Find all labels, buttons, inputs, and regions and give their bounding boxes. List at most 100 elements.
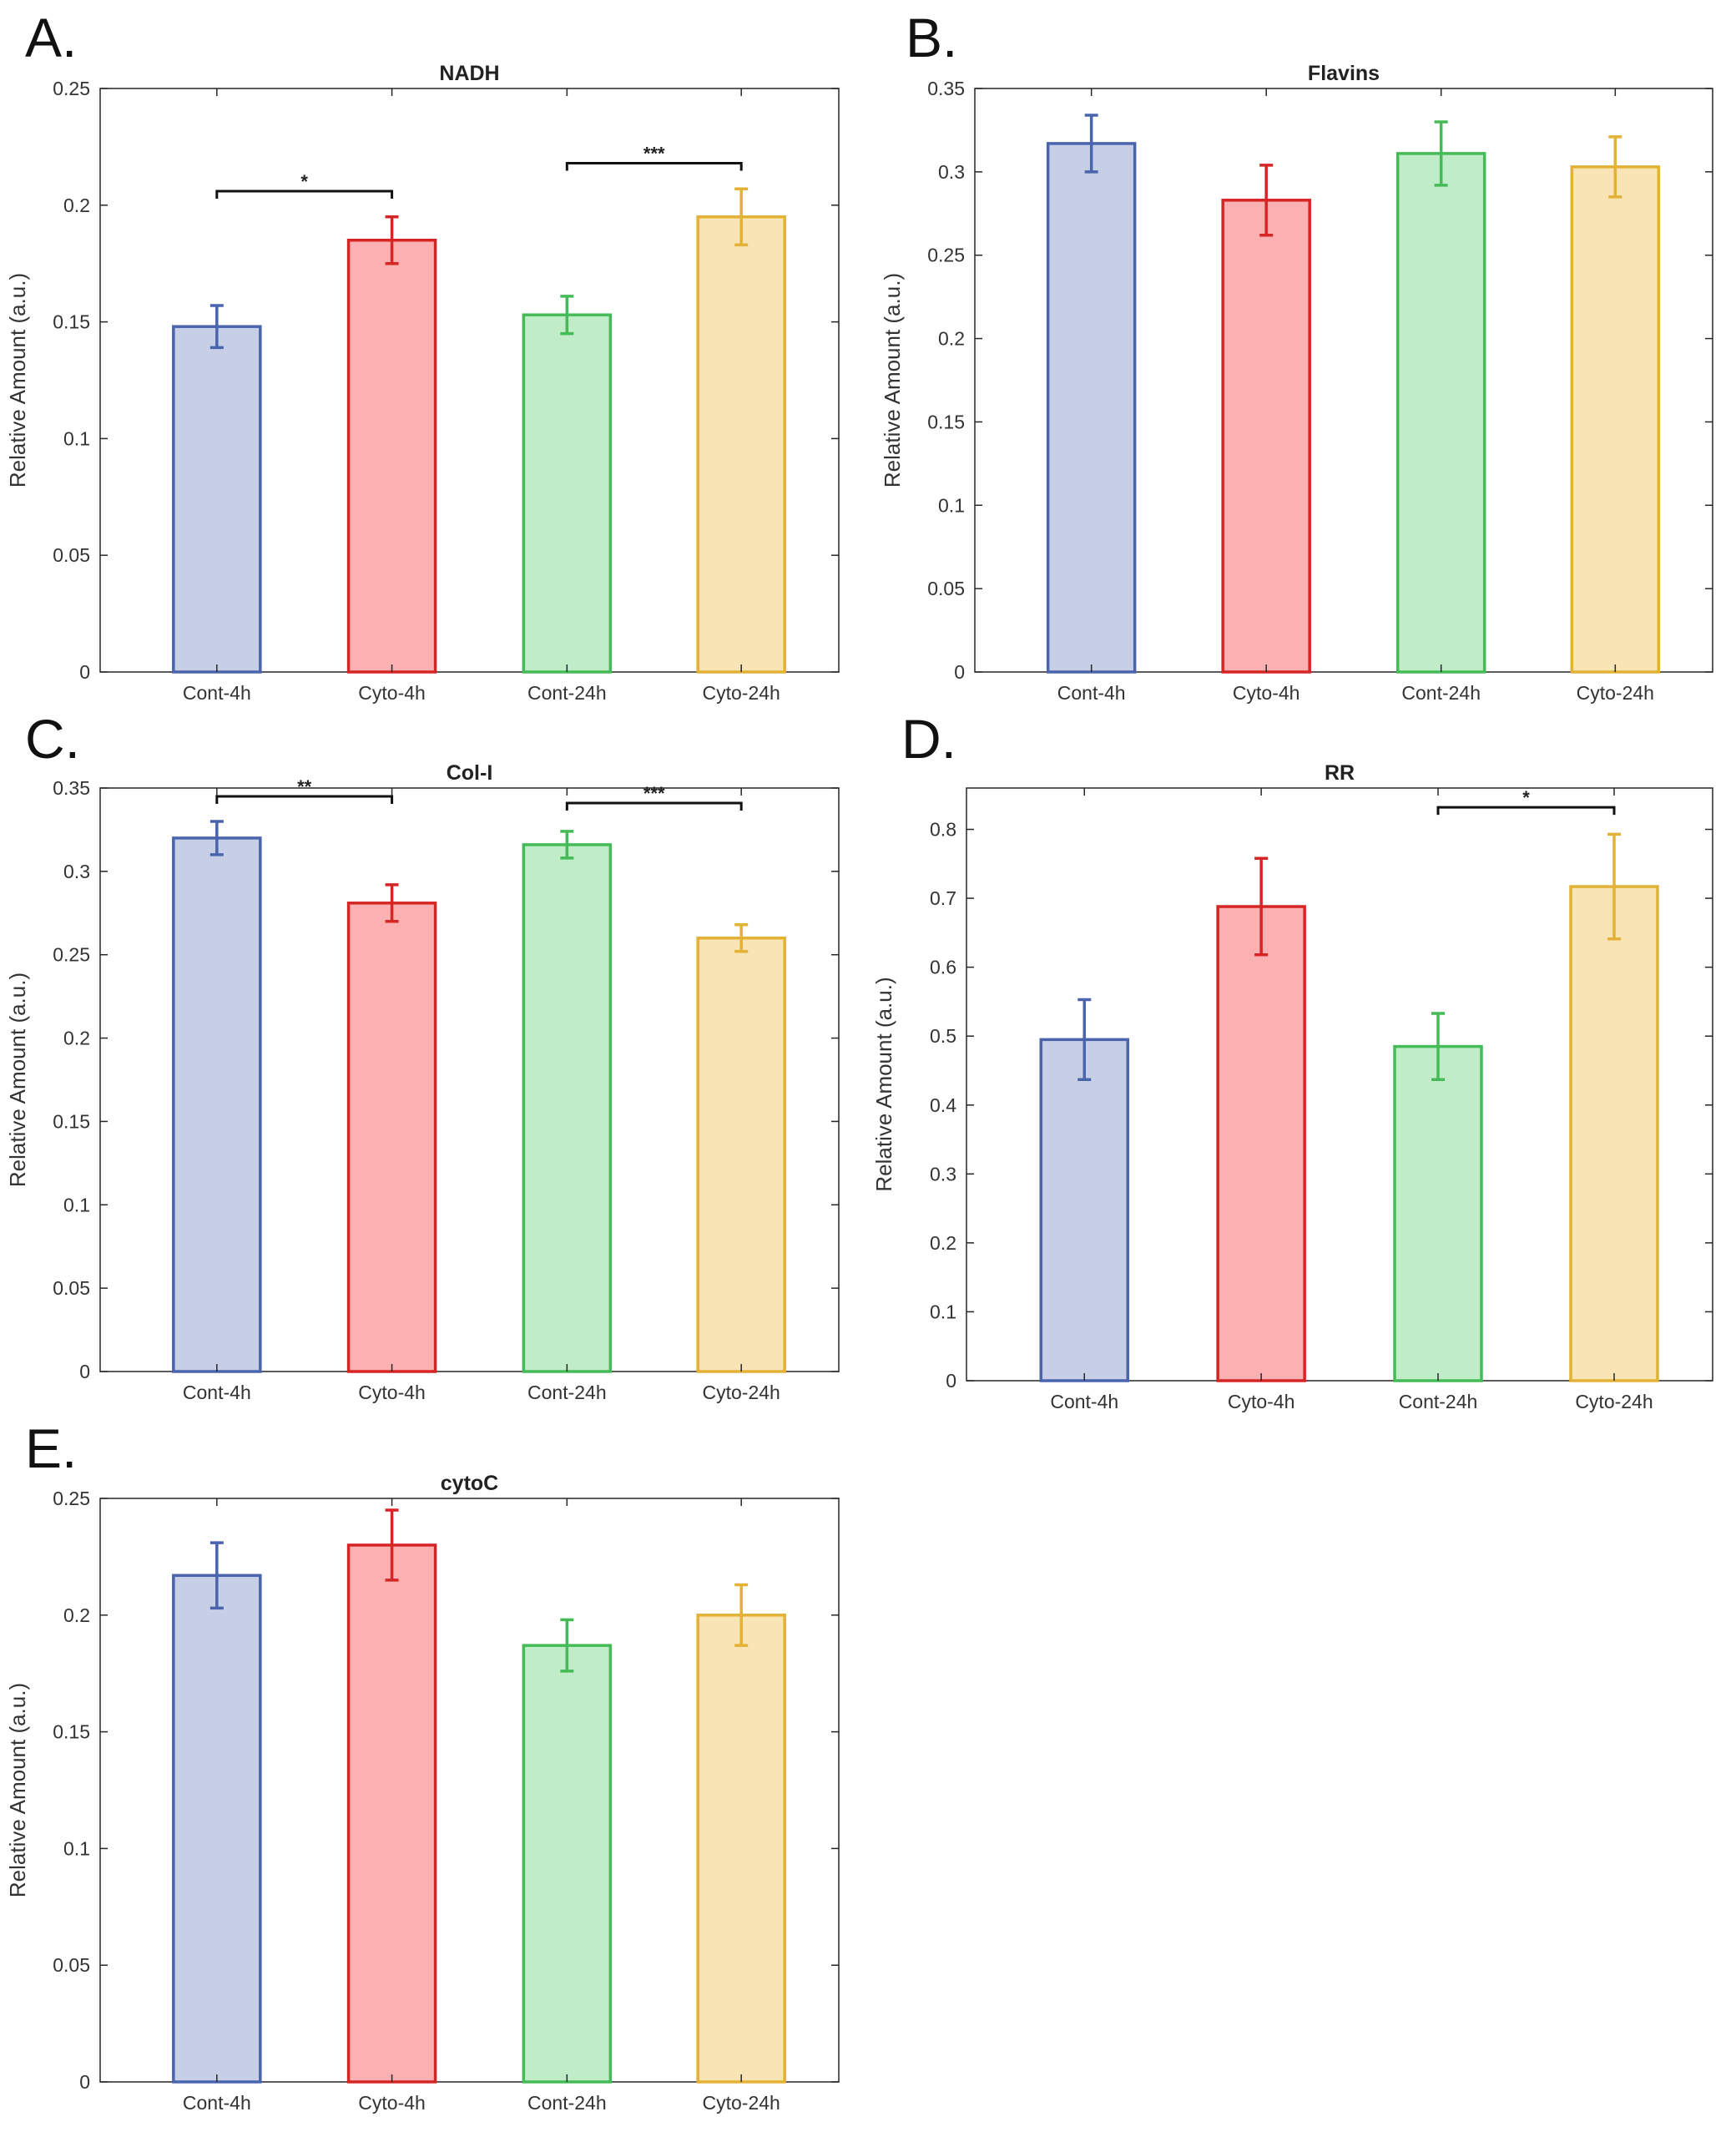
y-tick-label: 0 <box>946 1370 956 1392</box>
x-tick-label: Cyto-24h <box>1577 682 1654 704</box>
y-tick-label: 0.2 <box>930 1232 956 1254</box>
bar-cont-4h <box>1039 1038 1130 1382</box>
significance-label: * <box>300 171 308 192</box>
y-tick-label: 0.15 <box>53 1721 90 1743</box>
x-tick-label: Cont-4h <box>1050 1391 1118 1412</box>
y-tick-label: 0.1 <box>63 1194 90 1215</box>
axes-box <box>99 787 840 1372</box>
bar-cont-24h <box>522 313 613 674</box>
y-tick-label: 0.6 <box>930 957 956 978</box>
chart-title: Flavins <box>1308 62 1380 85</box>
x-tick-label: Cont-4h <box>183 682 251 704</box>
y-tick-label: 0.25 <box>53 78 90 99</box>
chart-panel-4: D. RR 0 0.1 0.2 0.3 0.4 0.5 0.6 0.7 0.8 Relative Am… <box>871 708 1713 1412</box>
x-tick-label: Cont-24h <box>527 1382 607 1403</box>
y-tick-label: 0.15 <box>927 411 965 432</box>
x-tick-label: Cyto-24h <box>703 1382 780 1403</box>
y-tick-label: 0.15 <box>53 311 90 333</box>
axes-box <box>966 787 1713 1382</box>
y-axis-label: Relative Amount (a.u.) <box>871 977 896 1191</box>
bar-cont-4h <box>172 1574 262 2084</box>
bar-cont-24h <box>1395 152 1486 674</box>
chart-title: RR <box>1325 761 1355 785</box>
panel-letter: D. <box>901 708 956 770</box>
panel-letter: C. <box>25 708 80 770</box>
y-tick-label: 0.35 <box>53 777 90 799</box>
significance-bracket <box>565 161 743 171</box>
y-tick-label: 0.2 <box>63 1604 90 1626</box>
x-tick-label: Cyto-4h <box>358 1382 426 1403</box>
bar-cyto-24h <box>696 215 786 674</box>
x-tick-label: Cont-4h <box>183 1382 251 1403</box>
chart-title: cytoC <box>441 1472 498 1495</box>
bar-cont-24h <box>1393 1044 1483 1382</box>
y-tick-label: 0.35 <box>927 78 965 99</box>
chart-title: NADH <box>439 62 499 85</box>
significance-bracket <box>215 795 394 804</box>
y-tick-label: 0.05 <box>53 1277 90 1299</box>
y-tick-label: 0.1 <box>63 427 90 449</box>
y-tick-label: 0.3 <box>930 1163 956 1185</box>
y-axis-label: Relative Amount (a.u.) <box>5 273 30 488</box>
y-tick-label: 0.3 <box>938 161 965 183</box>
x-tick-label: Cont-24h <box>1399 1391 1478 1412</box>
bar-cont-24h <box>522 843 613 1373</box>
bar-cyto-4h <box>346 902 437 1373</box>
x-tick-label: Cont-24h <box>527 2092 607 2114</box>
chart-title: Col-I <box>447 761 493 785</box>
x-tick-label: Cyto-4h <box>358 682 426 704</box>
x-tick-label: Cyto-24h <box>703 682 780 704</box>
axes-box <box>974 88 1713 673</box>
y-tick-label: 0.25 <box>927 245 965 266</box>
chart-panel-1: A. NADH 0 0.05 0.1 0.15 0.2 0.25 Relative Amount… <box>5 7 840 704</box>
y-tick-label: 0.05 <box>927 578 965 599</box>
x-tick-label: Cyto-4h <box>1228 1391 1295 1412</box>
y-tick-label: 0.1 <box>938 494 965 516</box>
significance-label: * <box>1522 787 1530 808</box>
chart-panel-2: B. Flavins 0 0.05 0.1 0.15 0.2 0.25 0.3 0.35 Relat… <box>880 7 1713 704</box>
y-tick-label: 0.5 <box>930 1025 956 1047</box>
bar-cont-24h <box>522 1644 613 2084</box>
x-tick-label: Cont-24h <box>527 682 607 704</box>
y-tick-label: 0.05 <box>53 1954 90 1976</box>
bar-cyto-24h <box>1570 165 1661 674</box>
x-tick-label: Cyto-4h <box>358 2092 426 2114</box>
bar-cont-4h <box>172 836 262 1373</box>
panel-letter: A. <box>25 7 77 68</box>
significance-label: *** <box>643 783 665 804</box>
significance-label: *** <box>643 143 665 164</box>
bar-cont-4h <box>172 325 262 674</box>
panel-letter: E. <box>25 1417 77 1479</box>
chart-panel-5: E. cytoC 0 0.05 0.1 0.15 0.2 0.25 Relative Amoun… <box>5 1417 840 2114</box>
y-tick-label: 0.25 <box>53 1488 90 1509</box>
y-tick-label: 0.1 <box>63 1837 90 1859</box>
y-tick-label: 0.2 <box>938 328 965 350</box>
y-tick-label: 0 <box>79 1361 90 1382</box>
bar-cyto-4h <box>346 238 437 674</box>
y-tick-label: 0.2 <box>63 1028 90 1049</box>
y-tick-label: 0.1 <box>930 1301 956 1322</box>
y-tick-label: 0.2 <box>63 195 90 216</box>
x-tick-label: Cont-4h <box>1057 682 1126 704</box>
bar-cyto-24h <box>696 936 786 1373</box>
significance-bracket <box>565 801 743 811</box>
y-tick-label: 0.25 <box>53 944 90 966</box>
significance-bracket <box>1436 806 1616 816</box>
bar-cyto-4h <box>1216 905 1306 1382</box>
bar-cyto-4h <box>1221 199 1311 674</box>
y-tick-label: 0.8 <box>930 819 956 841</box>
bar-cyto-24h <box>1569 885 1659 1382</box>
y-tick-label: 0.4 <box>930 1094 956 1116</box>
chart-panel-3: C. Col-I 0 0.05 0.1 0.15 0.2 0.25 0.3 0.35 Relativ… <box>5 708 840 1403</box>
x-tick-label: Cyto-24h <box>703 2092 780 2114</box>
y-tick-label: 0.05 <box>53 544 90 566</box>
y-axis-label: Relative Amount (a.u.) <box>5 973 30 1187</box>
significance-label: ** <box>297 776 312 797</box>
y-axis-label: Relative Amount (a.u.) <box>880 273 905 488</box>
y-tick-label: 0.7 <box>930 887 956 909</box>
bar-cyto-4h <box>346 1543 437 2084</box>
x-tick-label: Cont-24h <box>1401 682 1481 704</box>
axes-box <box>99 88 840 673</box>
y-tick-label: 0 <box>79 661 90 683</box>
